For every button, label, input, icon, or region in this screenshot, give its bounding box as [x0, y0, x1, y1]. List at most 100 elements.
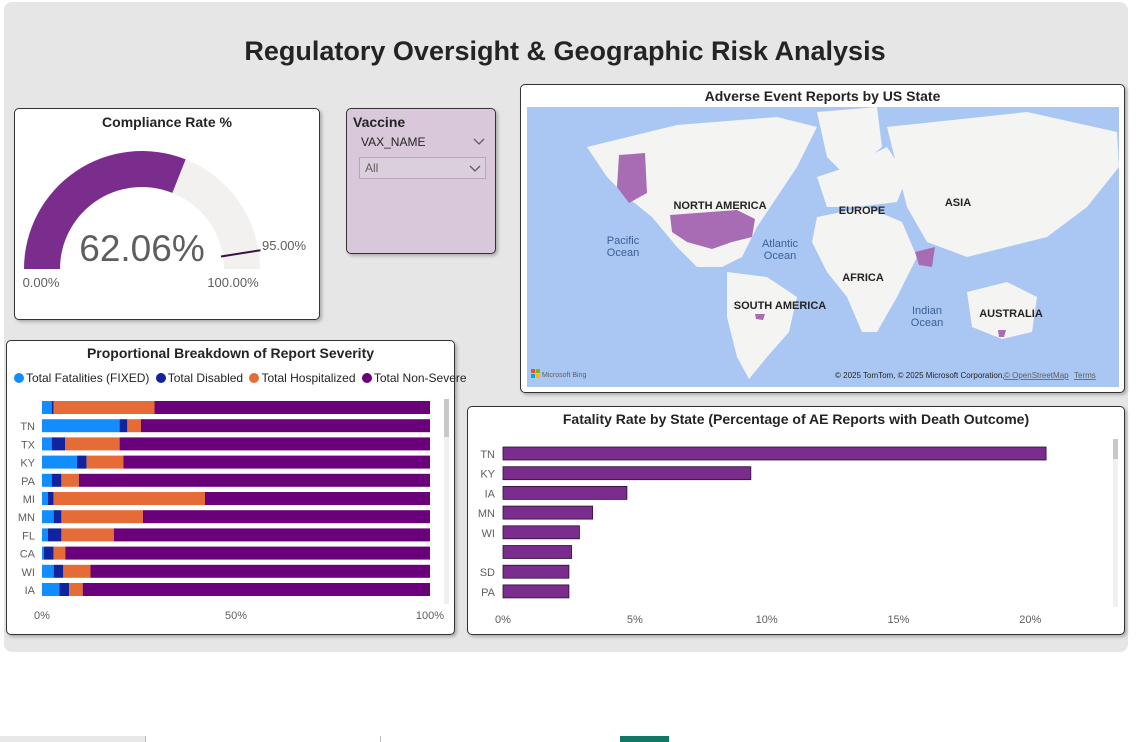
compliance-gauge-card[interactable]: Compliance Rate % 62.06% 0.00% 100.00% 9… [14, 108, 320, 320]
label-europe: EUROPE [839, 205, 885, 217]
y-tick-label: KY [20, 458, 35, 470]
asia-landmass [887, 112, 1119, 257]
tab-divider [145, 736, 146, 742]
bar-segment[interactable] [63, 564, 91, 578]
y-tick-label: WI [482, 528, 495, 540]
bar-segment[interactable] [90, 564, 431, 578]
bar-segment[interactable] [82, 583, 431, 596]
legend-item-disabled[interactable]: Total Disabled [155, 371, 243, 385]
bar-segment[interactable] [113, 528, 430, 542]
bar-segment[interactable] [42, 437, 52, 451]
slicer-dropdown[interactable]: All [359, 157, 486, 179]
bar-segment[interactable] [42, 419, 120, 433]
bar[interactable] [502, 584, 570, 599]
bar-segment[interactable] [42, 492, 48, 505]
y-tick-label: SD [480, 567, 495, 579]
bar-segment[interactable] [119, 437, 430, 451]
active-page-tab[interactable] [620, 736, 669, 742]
legend-item-non-severe[interactable]: Total Non-Severe [361, 371, 467, 385]
bar-segment[interactable] [204, 492, 430, 505]
vaccine-slicer[interactable]: Vaccine VAX_NAME All [346, 108, 496, 254]
y-tick-label: PA [481, 587, 496, 599]
bar[interactable] [502, 505, 594, 520]
bar-segment[interactable] [42, 473, 52, 487]
slicer-field-header[interactable]: VAX_NAME [361, 133, 485, 151]
bar-segment[interactable] [43, 546, 54, 560]
bar-segment[interactable] [76, 455, 87, 469]
chevron-down-icon [469, 165, 481, 172]
bar-segment[interactable] [53, 492, 205, 505]
bar-segment[interactable] [42, 546, 44, 560]
bar-segment[interactable] [119, 419, 128, 433]
bar-segment[interactable] [61, 473, 79, 487]
fatality-rate-bar-chart[interactable]: TN KY IA MN WI SD PA 0% 5% 10% 15% 20% [468, 433, 1118, 633]
label-south-america: SOUTH AMERICA [734, 300, 827, 312]
bar-segment[interactable] [127, 419, 141, 433]
bar-segment[interactable] [51, 401, 54, 414]
bar[interactable] [502, 486, 628, 500]
bar-segment[interactable] [53, 564, 64, 578]
x-tick-label: 15% [887, 614, 909, 626]
label-atlantic: Atlantic [762, 238, 799, 250]
bar[interactable] [502, 545, 572, 559]
bar-segment[interactable] [69, 583, 83, 596]
severity-scrollbar[interactable] [444, 399, 449, 604]
bar-segment[interactable] [42, 510, 54, 524]
page-title: Regulatory Oversight & Geographic Risk A… [244, 36, 886, 66]
map-title: Adverse Event Reports by US State [704, 88, 941, 104]
adverse-event-map-card[interactable]: Adverse Event Reports by US State N [520, 84, 1125, 393]
india-highlight [915, 247, 935, 267]
severity-stacked-bar-chart[interactable]: TN TX KY PA MI MN FL CA WI IA 0% 50% 100% [7, 393, 447, 633]
fatality-rate-card[interactable]: Fatality Rate by State (Percentage of AE… [467, 406, 1125, 635]
legend-item-fatalities[interactable]: Total Fatalities (FIXED) [14, 371, 149, 385]
bing-logo-icon-2 [536, 369, 540, 373]
terms-link[interactable]: Terms [1074, 371, 1096, 380]
legend-item-hospitalized[interactable]: Total Hospitalized [249, 371, 356, 385]
bar[interactable] [502, 466, 752, 481]
bar-segment[interactable] [65, 437, 120, 451]
bar-segment[interactable] [78, 473, 431, 487]
bar-segment[interactable] [123, 455, 430, 469]
openstreetmap-link[interactable]: © OpenStreetMap [1004, 371, 1069, 380]
severity-scroll-thumb[interactable] [444, 399, 449, 437]
bar-segment[interactable] [53, 546, 66, 560]
y-tick-label: PA [21, 476, 36, 488]
chevron-down-icon [473, 138, 485, 145]
bar-segment[interactable] [42, 528, 48, 542]
y-tick-label: TN [20, 421, 35, 433]
page-tab[interactable] [0, 736, 145, 742]
bar-segment[interactable] [42, 583, 60, 596]
bar-segment[interactable] [86, 455, 124, 469]
y-tick-label: MN [18, 512, 35, 524]
bar-segment[interactable] [47, 492, 54, 505]
severity-breakdown-card[interactable]: Proportional Breakdown of Report Severit… [6, 340, 467, 635]
y-tick-label: TX [21, 439, 36, 451]
bar-segment[interactable] [59, 583, 70, 596]
label-indian: Indian [912, 305, 942, 317]
fatality-scrollbar[interactable] [1113, 439, 1118, 607]
us-state-map[interactable]: NORTH AMERICA SOUTH AMERICA EUROPE ASIA … [527, 107, 1119, 387]
bar[interactable] [502, 446, 1047, 461]
bar-segment[interactable] [140, 419, 430, 433]
bar-segment[interactable] [42, 455, 77, 469]
bar-segment[interactable] [42, 564, 54, 578]
bar-segment[interactable] [61, 510, 143, 524]
bar[interactable] [502, 525, 580, 540]
page-tabs-strip [0, 736, 1142, 742]
fatality-chart-title: Fatality Rate by State (Percentage of AE… [562, 411, 1030, 427]
bar-segment[interactable] [65, 546, 430, 560]
bar-segment[interactable] [42, 401, 52, 414]
bar-segment[interactable] [61, 528, 114, 542]
bar-segment[interactable] [47, 528, 62, 542]
y-tick-label: IA [25, 585, 36, 597]
label-atlantic-ocean: Ocean [764, 250, 796, 262]
bar-segment[interactable] [51, 437, 66, 451]
label-north-america: NORTH AMERICA [673, 200, 766, 212]
bar[interactable] [502, 564, 570, 579]
bar-segment[interactable] [53, 401, 155, 414]
bar-segment[interactable] [154, 401, 430, 414]
bar-segment[interactable] [51, 473, 62, 487]
bar-segment[interactable] [142, 510, 430, 524]
bar-segment[interactable] [53, 510, 62, 524]
fatality-scroll-thumb[interactable] [1113, 439, 1118, 459]
